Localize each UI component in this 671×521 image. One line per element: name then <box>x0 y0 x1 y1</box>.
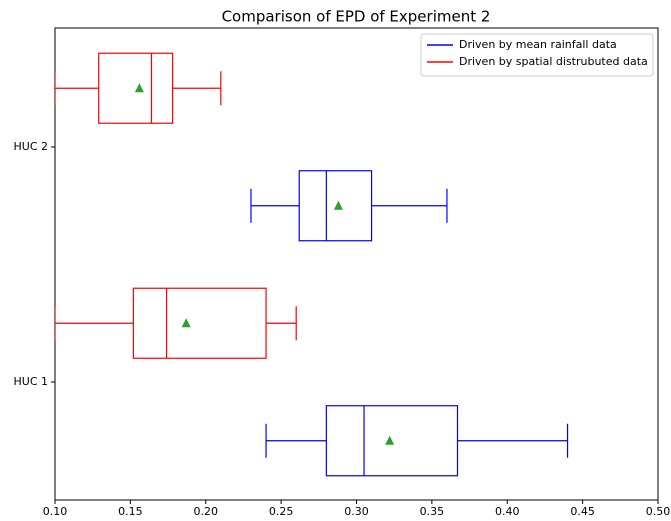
y-tick-label: HUC 1 <box>14 375 49 388</box>
x-tick-label: 0.25 <box>269 505 294 518</box>
chart-title: Comparison of EPD of Experiment 2 <box>222 8 491 26</box>
x-tick-label: 0.45 <box>570 505 595 518</box>
mean-marker <box>181 318 191 328</box>
box <box>325 405 459 477</box>
mean-marker <box>134 83 144 93</box>
y-tick-label: HUC 2 <box>14 140 49 153</box>
x-tick-label: 0.15 <box>118 505 143 518</box>
legend-label: Driven by mean rainfall data <box>459 38 617 51</box>
x-tick-label: 0.35 <box>420 505 445 518</box>
box <box>298 170 373 242</box>
legend-label: Driven by spatial distrubuted data <box>459 55 648 68</box>
mean-marker <box>333 200 343 210</box>
legend-frame <box>420 33 654 77</box>
box <box>98 52 174 124</box>
x-tick-label: 0.50 <box>646 505 671 518</box>
x-tick-label: 0.30 <box>344 505 369 518</box>
x-tick-label: 0.40 <box>495 505 520 518</box>
mean-marker <box>385 435 395 445</box>
x-tick-label: 0.10 <box>43 505 68 518</box>
plot-area <box>55 52 569 477</box>
box <box>132 287 267 359</box>
x-tick-label: 0.20 <box>194 505 219 518</box>
